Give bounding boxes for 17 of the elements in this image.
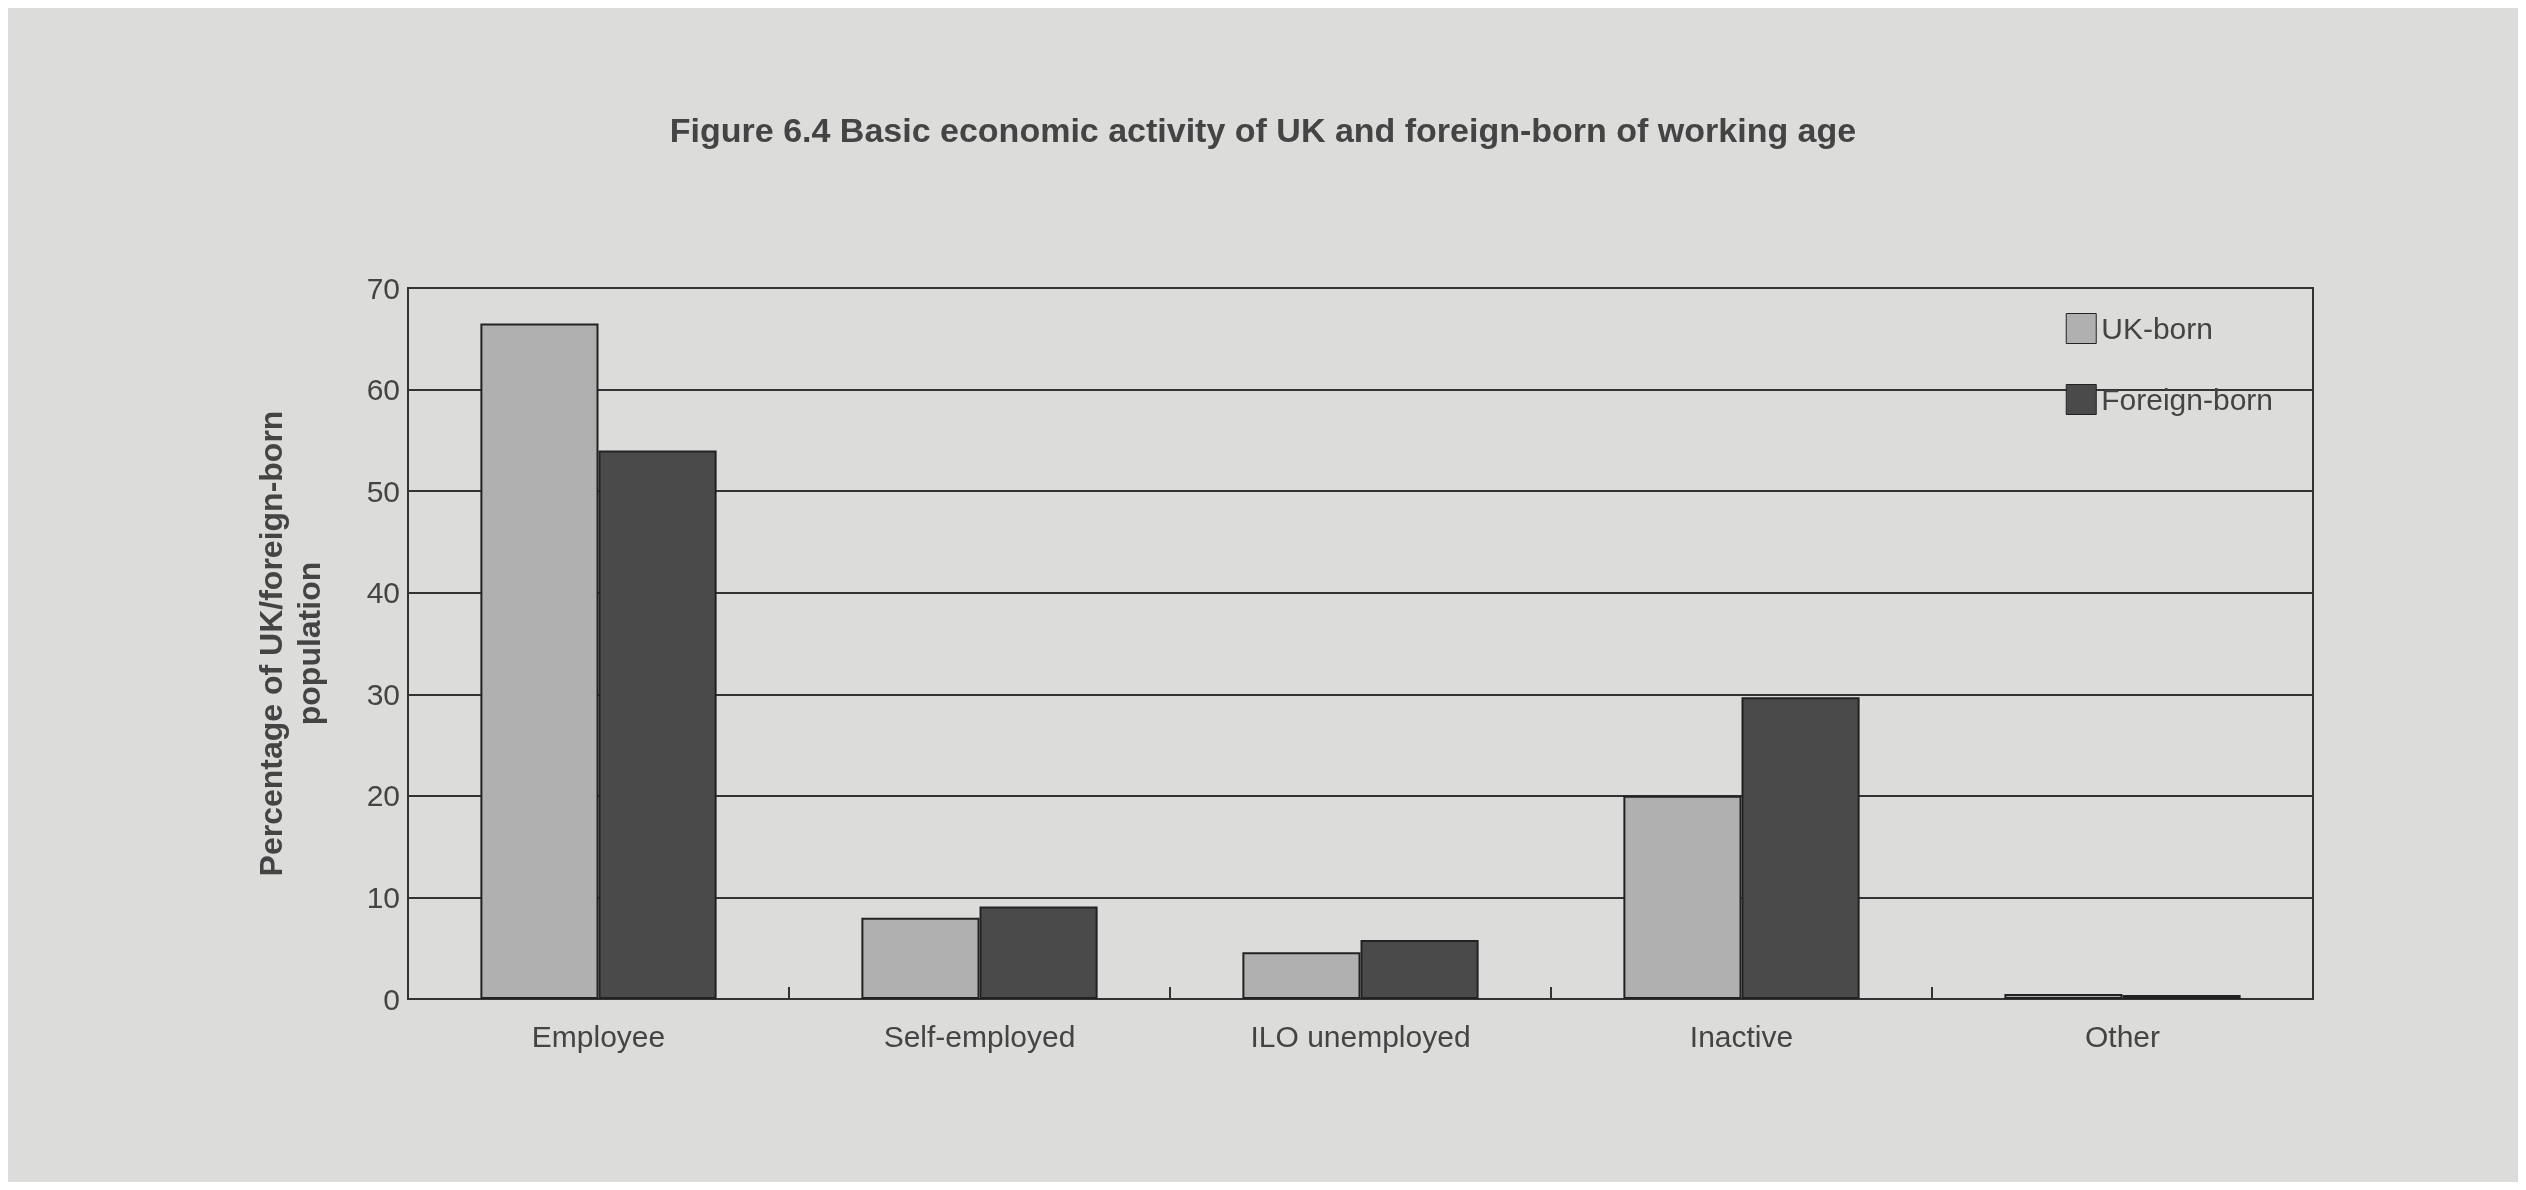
x-tick-label: Self-employed — [883, 1019, 1076, 1053]
y-tick-label: 60 — [366, 373, 400, 407]
y-tick-label: 20 — [366, 779, 400, 813]
y-tick-label: 0 — [383, 982, 400, 1016]
y-tick-label: 10 — [366, 880, 400, 914]
y-tick-label: 30 — [366, 677, 400, 711]
chart-title: Figure 6.4 Basic economic activity of UK and foreign-born of working age — [669, 111, 1857, 149]
legend-label: Foreign-born — [2101, 383, 2274, 416]
x-tick-label: Other — [2084, 1019, 2161, 1053]
x-tick-label: ILO unemployed — [1250, 1019, 1471, 1053]
x-tick-label: Inactive — [1689, 1019, 1794, 1053]
y-tick-label: 70 — [366, 271, 400, 305]
y-axis-title: Percentage of UK/foreign-born population — [253, 410, 327, 877]
x-tick-label: Employee — [531, 1019, 666, 1053]
y-tick-label: 40 — [366, 576, 400, 610]
legend-label: UK-born — [2101, 312, 2213, 345]
y-tick-label: 50 — [366, 474, 400, 508]
